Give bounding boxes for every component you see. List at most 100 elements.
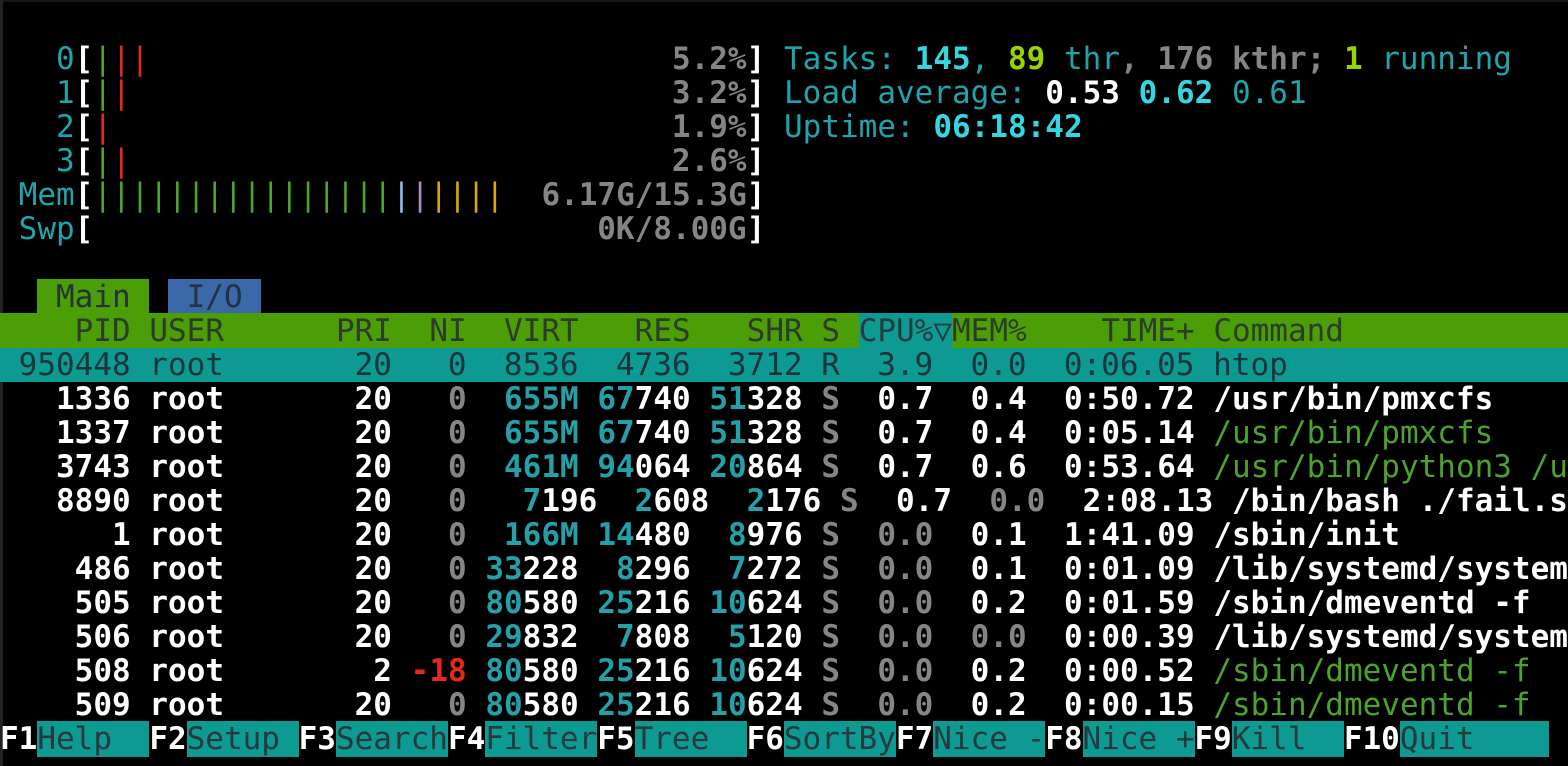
process-row-486[interactable]: 486 root 20 0 33228 8296 7272 S 0.0 0.1 … [0, 551, 1568, 587]
meter-bar: | [130, 177, 150, 213]
meter-bar: | [112, 143, 131, 179]
cpu0-meter-value: 5.2% [671, 41, 747, 77]
fkey-nice-minus-button[interactable]: Nice - [933, 721, 1046, 757]
process-row-505[interactable]: 505 root 20 0 80580 25216 10624 S 0.0 0.… [0, 585, 1531, 621]
meter-bar: | [93, 41, 112, 77]
column-header-pri[interactable]: PRI [335, 313, 392, 349]
cpu3-meter-label: 3 [0, 143, 75, 179]
process-row-1336[interactable]: 1336 root 20 0 655M 67740 51328 S 0.7 0.… [0, 381, 1494, 417]
meter-bar: | [317, 177, 337, 213]
cpu3-meter-row: 3[|| 2.6%] [0, 143, 766, 179]
fkey-row: F1Help F2Setup F3SearchF4FilterF5Tree F6… [0, 721, 1568, 757]
column-header-pid[interactable]: PID [0, 313, 131, 349]
meter-bar: | [130, 41, 150, 77]
meter-bar: | [280, 177, 299, 213]
function-key-bar: F1Help F2Setup F3SearchF4FilterF5Tree F6… [0, 721, 1568, 757]
fkey-nice-plus-key[interactable]: F8 [1045, 721, 1083, 757]
swap-meter-label: Swp [0, 211, 75, 247]
fkey-setup-button[interactable]: Setup [186, 721, 299, 757]
meter-bar: | [336, 177, 355, 213]
column-header-mem[interactable]: MEM% [952, 313, 1027, 349]
column-header-user[interactable]: USER [149, 313, 318, 349]
meter-bar: | [93, 177, 112, 213]
meter-bar: | [112, 41, 131, 77]
column-header-ni[interactable]: NI [410, 313, 467, 349]
tab-io[interactable]: I/O [167, 279, 262, 315]
process-row-1[interactable]: 1 root 20 0 166M 14480 8976 S 0.0 0.1 1:… [0, 517, 1400, 553]
meters-panel: 0[||| 5.2%] 1[|| 3.2%] 2[| 1.9%] 3[|| 2.… [0, 42, 1568, 246]
column-header-virt[interactable]: VIRT [485, 313, 579, 349]
process-row-950448[interactable]: 950448 root 20 0 8536 4736 3712 R 3.9 0.… [0, 348, 1568, 382]
meter-bar: | [186, 177, 206, 213]
table-header: PID USER PRI NI VIRT RES SHR S CPU%▽MEM%… [0, 313, 1568, 349]
memory-meter-value: 6.17G/15.3G [541, 177, 747, 213]
fkey-search-key[interactable]: F3 [298, 721, 336, 757]
cpu2-meter-value: 1.9% [671, 109, 747, 145]
meter-bar: | [112, 75, 131, 111]
fkey-filter-key[interactable]: F4 [447, 721, 486, 757]
tasks-summary: Tasks: 145, 89 thr, 176 kthr; 1 running [784, 41, 1512, 77]
meter-bar: | [93, 109, 112, 145]
meter-bar: | [410, 177, 430, 213]
meter-bar: | [93, 75, 112, 111]
fkey-tree-button[interactable]: Tree [634, 721, 747, 757]
meter-bar: | [112, 177, 131, 213]
fkey-nice-minus-key[interactable]: F7 [895, 721, 934, 757]
meter-bar: | [466, 177, 486, 213]
column-header-cpu-sort[interactable]: CPU%▽ [858, 313, 952, 349]
process-row-508[interactable]: 508 root 2 -18 80580 25216 10624 S 0.0 0… [0, 653, 1531, 689]
cpu0-meter-label: 0 [0, 41, 75, 77]
swap-meter-row: Swp[ 0K/8.00G] [0, 211, 766, 247]
fkey-quit-button[interactable]: Quit [1399, 721, 1550, 757]
column-header-time[interactable]: TIME+ [1045, 313, 1195, 349]
process-row-8890[interactable]: 8890 root 20 0 7196 2608 2176 S 0.7 0.0 … [0, 483, 1568, 519]
fkey-quit-key[interactable]: F10 [1343, 721, 1400, 757]
fkey-filter-button[interactable]: Filter [485, 721, 598, 757]
meter-bar: | [373, 177, 393, 213]
tab-bar: Main I/O [0, 279, 1568, 315]
fkey-sortby-key[interactable]: F6 [746, 721, 784, 757]
memory-meter-row: Mem[|||||||||||||||||||||| 6.17G/15.3G] [0, 177, 766, 213]
fkey-kill-button[interactable]: Kill [1231, 721, 1344, 757]
memory-meter-label: Mem [0, 177, 75, 213]
meter-bar: | [448, 177, 467, 213]
meter-bar: | [168, 177, 187, 213]
process-table: PID USER PRI NI VIRT RES SHR S CPU%▽MEM%… [0, 313, 1568, 723]
cpu0-meter-row: 0[||| 5.2%] [0, 41, 766, 77]
fkey-nice-plus-button[interactable]: Nice + [1082, 721, 1195, 757]
column-header-command[interactable]: Command [1213, 313, 1344, 349]
uptime: Uptime: 06:18:42 [784, 109, 1083, 145]
process-row-509[interactable]: 509 root 20 0 80580 25216 10624 S 0.0 0.… [0, 687, 1531, 723]
meter-bar: | [485, 177, 505, 213]
column-header-state[interactable]: S [821, 313, 840, 349]
meter-bar: | [261, 177, 281, 213]
column-header-res[interactable]: RES [597, 313, 691, 349]
process-row-1337[interactable]: 1337 root 20 0 655M 67740 51328 S 0.7 0.… [0, 415, 1494, 451]
fkey-search-button[interactable]: Search [335, 721, 448, 757]
fkey-help-key[interactable]: F1 [0, 721, 38, 757]
fkey-tree-key[interactable]: F5 [597, 721, 635, 757]
meter-bar: | [224, 177, 243, 213]
meter-bar: | [242, 177, 262, 213]
column-header-shr[interactable]: SHR [709, 313, 803, 349]
fkey-help-button[interactable]: Help [37, 721, 150, 757]
tab-row: Main I/O [0, 279, 1568, 315]
meter-bar: | [429, 177, 449, 213]
process-row-3743[interactable]: 3743 root 20 0 461M 94064 20864 S 0.7 0.… [0, 449, 1568, 485]
swap-meter-value: 0K/8.00G [597, 211, 747, 247]
cpu2-meter-row: 2[| 1.9%] [0, 109, 766, 145]
summary-panel: Tasks: 145, 89 thr, 176 kthr; 1 running L… [784, 42, 1568, 144]
cpu1-meter-label: 1 [0, 75, 75, 111]
cpu1-meter-row: 1[|| 3.2%] [0, 75, 766, 111]
fkey-sortby-button[interactable]: SortBy [783, 721, 896, 757]
tab-main[interactable]: Main [37, 279, 150, 315]
meter-bar: | [298, 177, 318, 213]
meter-bar: | [392, 177, 411, 213]
cpu1-meter-value: 3.2% [671, 75, 747, 111]
process-row-506[interactable]: 506 root 20 0 29832 7808 5120 S 0.0 0.0 … [0, 619, 1568, 655]
fkey-setup-key[interactable]: F2 [149, 721, 187, 757]
fkey-kill-key[interactable]: F9 [1194, 721, 1232, 757]
cpu2-meter-label: 2 [0, 109, 75, 145]
cpu3-meter-value: 2.6% [671, 143, 747, 179]
